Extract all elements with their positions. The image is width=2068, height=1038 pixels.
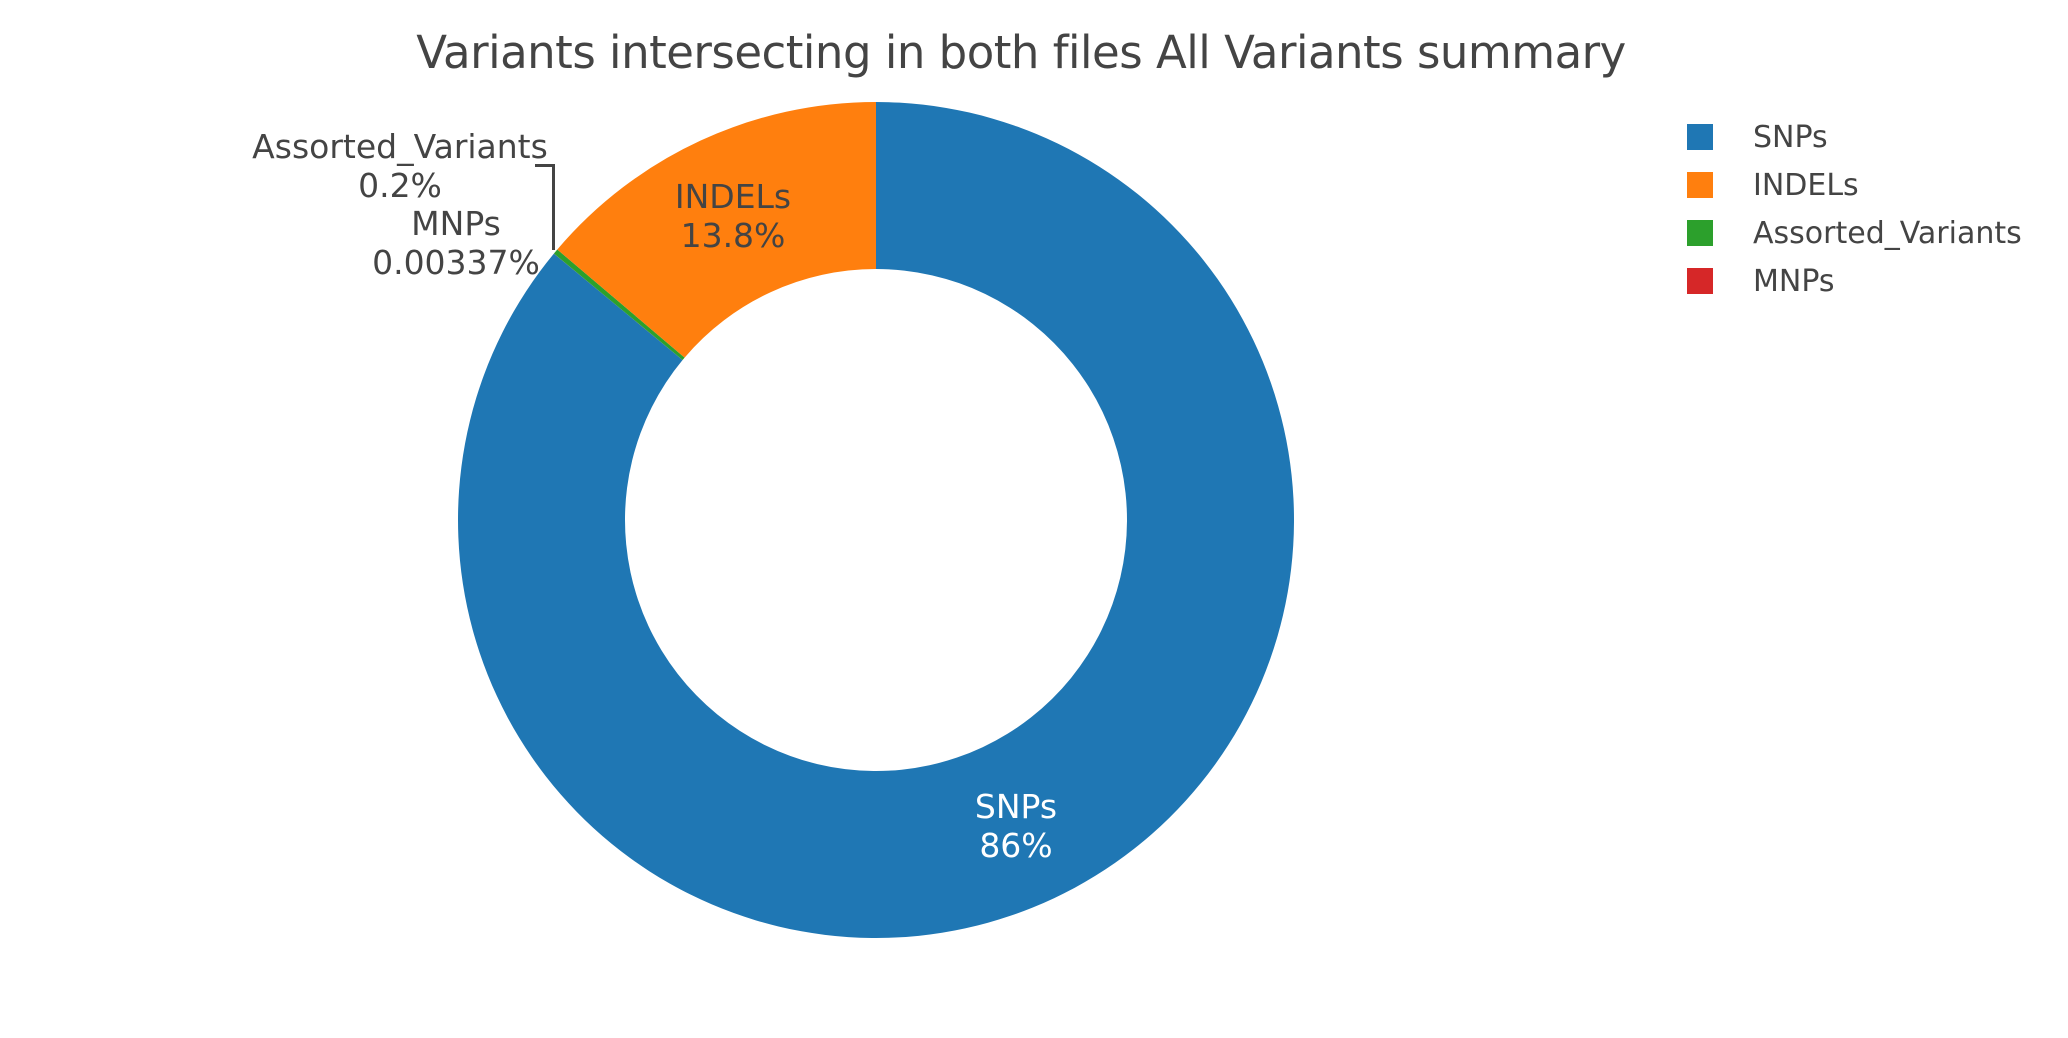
- pie-slices: [458, 102, 1295, 938]
- pie-label-assorted-variants-name: Assorted_Variants: [252, 127, 548, 166]
- legend: SNPs INDELs Assorted_Variants MNPs: [1687, 120, 2022, 316]
- pie-label-mnps-name: MNPs: [411, 204, 501, 243]
- legend-swatch-indels: [1687, 172, 1713, 198]
- pie-slice-snps[interactable]: [458, 102, 1295, 938]
- chart-title: Variants intersecting in both files All …: [416, 26, 1626, 79]
- label-leader-line: [535, 164, 555, 250]
- legend-item-mnps[interactable]: MNPs: [1687, 264, 2022, 299]
- legend-label-snps: SNPs: [1753, 119, 1828, 155]
- pie-label-snps-name: SNPs: [974, 787, 1058, 826]
- legend-item-indels[interactable]: INDELs: [1687, 168, 2022, 203]
- legend-swatch-assorted-variants: [1687, 220, 1713, 246]
- pie-slice-assorted_variants[interactable]: [553, 249, 685, 360]
- pie-label-snps: SNPs 86%: [866, 787, 1166, 865]
- legend-label-indels: INDELs: [1753, 167, 1859, 203]
- pie-label-assorted-variants: Assorted_Variants 0.2%: [190, 127, 610, 205]
- legend-label-assorted-variants: Assorted_Variants: [1753, 215, 2022, 251]
- legend-item-snps[interactable]: SNPs: [1687, 120, 2022, 155]
- pie-label-snps-pct: 86%: [979, 826, 1053, 865]
- legend-swatch-snps: [1687, 124, 1713, 150]
- pie-slice-indels[interactable]: [557, 102, 876, 358]
- pie-label-indels: INDELs 13.8%: [583, 177, 883, 255]
- pie-label-indels-name: INDELs: [674, 177, 792, 216]
- pie-label-mnps-pct: 0.00337%: [372, 243, 540, 282]
- pie-slice-mnps[interactable]: [553, 253, 683, 361]
- legend-label-mnps: MNPs: [1753, 263, 1835, 299]
- pie-label-assorted-variants-pct: 0.2%: [358, 166, 442, 205]
- pie-label-indels-pct: 13.8%: [680, 216, 786, 255]
- pie-label-mnps: MNPs 0.00337%: [246, 204, 666, 282]
- legend-swatch-mnps: [1687, 268, 1713, 294]
- legend-item-assorted-variants[interactable]: Assorted_Variants: [1687, 216, 2022, 251]
